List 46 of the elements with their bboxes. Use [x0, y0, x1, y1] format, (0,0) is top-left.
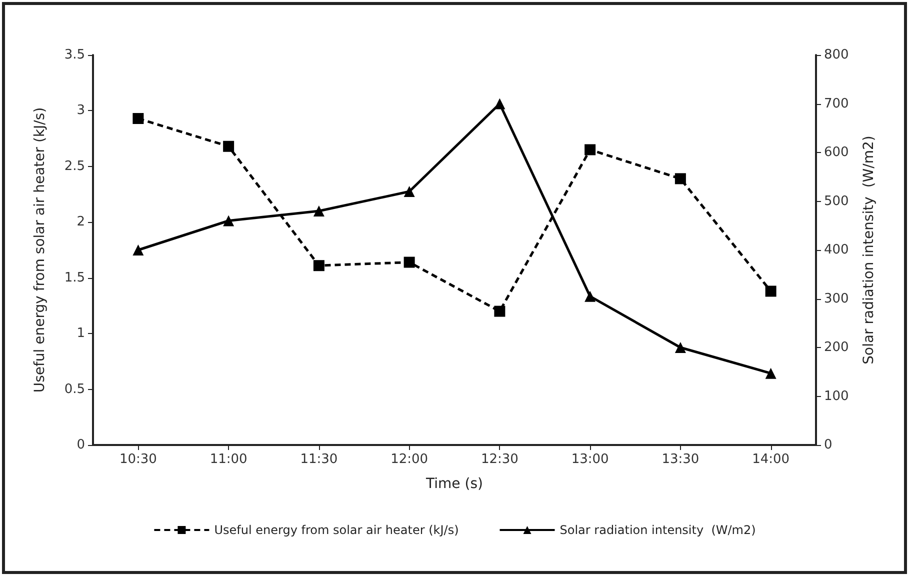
y2-tick-label: 300 [824, 291, 849, 306]
point [313, 206, 324, 216]
point [674, 342, 686, 353]
x-tick-label: 12:30 [480, 452, 518, 467]
point [494, 98, 506, 110]
y2-tick-label: 200 [824, 340, 849, 355]
y-tick-label: 2.5 [64, 158, 85, 174]
x-tick-label: 12:00 [390, 452, 428, 467]
x-tick-label: 13:00 [571, 452, 609, 467]
y-tick-label: 3 [76, 103, 85, 118]
x-tick-label: 13:30 [662, 452, 700, 467]
y2-tick-label: 700 [824, 96, 849, 112]
y2-tick-label: 400 [824, 242, 849, 258]
point [223, 140, 234, 152]
y-tick-label: 0.5 [64, 382, 85, 397]
point [584, 290, 596, 302]
point [765, 368, 776, 379]
y2-tick-label: 100 [824, 388, 849, 404]
point [132, 244, 144, 256]
point [404, 186, 415, 197]
y-tick-label: 2 [76, 214, 85, 230]
y-tick-label: 1 [76, 326, 85, 342]
point [584, 144, 596, 156]
point [674, 173, 686, 184]
x-tick-label: 14:00 [752, 452, 790, 467]
point [494, 306, 506, 317]
y-tick-label: 0 [76, 438, 85, 452]
point [765, 286, 776, 297]
y-tick-label: 1.5 [64, 270, 85, 286]
y2-axis-title: Solar radiation intensity (W/m2) [861, 136, 877, 364]
y-axis-title: Useful energy from solar air heater (kJ/s) [32, 107, 48, 393]
y2-tick-label: 800 [824, 48, 849, 62]
x-axis-title: Time (s) [425, 476, 483, 492]
x-tick-label: 10:30 [119, 452, 157, 467]
x-tick-label: 11:30 [300, 452, 338, 467]
point [313, 260, 324, 272]
point [132, 113, 144, 124]
point [404, 256, 415, 268]
x-tick-label: 11:00 [210, 452, 248, 467]
y2-tick-label: 600 [824, 145, 849, 160]
legend-label: Solar radiation intensity (W/m2) [560, 523, 756, 537]
y-tick-label: 3.5 [64, 48, 85, 62]
y2-tick-label: 0 [824, 438, 832, 452]
y2-tick-label: 500 [824, 194, 849, 209]
point [223, 215, 234, 226]
legend-label: Useful energy from solar air heater (kJ/s) [214, 523, 459, 537]
